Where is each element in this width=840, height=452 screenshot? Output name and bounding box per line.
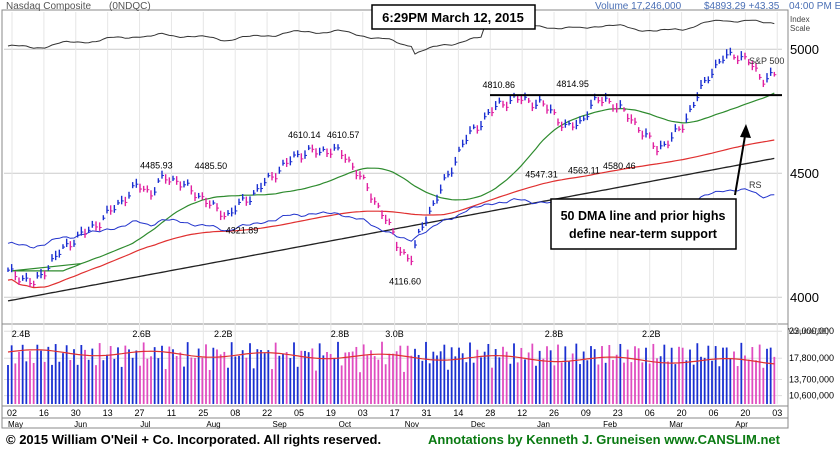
month-label: Feb [603, 420, 617, 429]
index-scale-label: Index [790, 15, 810, 24]
month-strip [1, 417, 789, 429]
price-annotation: 4563.11 [568, 166, 600, 176]
x-tick-label: 11 [167, 408, 176, 418]
x-tick-label: 25 [198, 408, 208, 418]
price-annotation: 4321.89 [226, 225, 259, 235]
month-label: Jul [140, 420, 150, 429]
price-annotation: 4580.46 [603, 161, 636, 171]
ma-red-line [7, 139, 775, 289]
month-label: Apr [735, 420, 748, 429]
x-tick-label: 03 [358, 408, 368, 418]
volume-annotation: 2.8B [545, 329, 564, 339]
volume-annotation: 2.8B [331, 329, 350, 339]
price-annotation: 4810.86 [482, 80, 515, 90]
sp500-label: S&P 500 [749, 56, 784, 66]
annotation-line-2: define near-term support [569, 227, 718, 241]
x-tick-label: 17 [390, 408, 400, 418]
sp500-line [7, 19, 775, 55]
header-time: 04:00 PM ET [789, 1, 840, 12]
y-axis-labels: 4000 4500 5000 [790, 42, 819, 305]
x-tick-label: 06 [645, 408, 655, 418]
price-annotation: 4485.50 [195, 161, 228, 171]
annotation-box [550, 198, 737, 250]
x-tick-label: 06 [708, 408, 718, 418]
month-label: May [8, 420, 23, 429]
index-scale-label-2: Scale [790, 24, 811, 33]
x-tick-label: 13 [103, 408, 113, 418]
volume-tick-label: 10,600,000 [789, 391, 834, 401]
volume-annotations: 2.4B 2.6B 2.2B 2.8B 3.0B 2.8B 2.2B [12, 329, 661, 339]
month-label: Jan [537, 420, 550, 429]
timestamp-box [371, 4, 536, 30]
volume-annotation: 2.2B [642, 329, 661, 339]
volume-tick-label: 23,000,000 [789, 326, 834, 336]
timestamp-text: 6:29PM March 12, 2015 [382, 10, 524, 25]
price-bars [7, 47, 777, 288]
x-tick-label: 09 [581, 408, 591, 418]
volume-axis-title: Volume(00) [788, 327, 829, 336]
x-tick-label: 14 [453, 408, 463, 418]
x-tick-label: 30 [71, 408, 81, 418]
footer: © 2015 William O'Neil + Co. Incorporated… [0, 430, 840, 452]
header-price: $4893.29 +43.35 [704, 1, 780, 12]
x-tick-label: 20 [677, 408, 687, 418]
x-tick-label: 31 [422, 408, 432, 418]
x-tick-label: 27 [135, 408, 145, 418]
volume-annotation: 2.2B [214, 329, 233, 339]
annotation-arrow [734, 129, 747, 196]
x-axis-labels: 02 16 30 13 27 11 25 08 22 05 19 03 17 31 14 28 12 26 09 23… [7, 408, 782, 418]
month-label: Sep [273, 420, 288, 429]
month-label: Nov [405, 420, 419, 429]
volume-annotation: 2.6B [132, 329, 151, 339]
x-tick-label: 26 [549, 408, 559, 418]
copyright-text: © 2015 William O'Neil + Co. Incorporated… [6, 432, 382, 447]
volume-annotation: 3.0B [385, 329, 404, 339]
annotation-line-1: 50 DMA line and prior highs [561, 209, 726, 223]
month-label: Dec [471, 420, 485, 429]
x-tick-label: 05 [294, 408, 304, 418]
x-tick-label: 16 [39, 408, 49, 418]
price-annotation: 4610.57 [327, 130, 360, 140]
month-label: Aug [206, 420, 220, 429]
x-tick-label: 03 [772, 408, 782, 418]
x-tick-label: 22 [262, 408, 272, 418]
month-label: Oct [339, 420, 352, 429]
volume-annotation: 2.4B [12, 329, 31, 339]
y-tick-label: 4000 [790, 290, 819, 305]
price-annotation: 4547.31 [525, 169, 558, 179]
header-title: Nasdaq Composite [6, 1, 91, 12]
month-label: Jun [74, 420, 87, 429]
x-tick-label: 02 [7, 408, 17, 418]
x-tick-label: 12 [517, 408, 527, 418]
long-moving-average-line [7, 157, 775, 302]
y-tick-label: 4500 [790, 166, 819, 181]
y-tick-label: 5000 [790, 42, 819, 57]
x-tick-label: 28 [485, 408, 495, 418]
price-annotation: 4116.60 [389, 276, 421, 286]
volume-tick-label: 17,800,000 [789, 353, 834, 363]
ma-50-line [11, 92, 775, 272]
x-tick-label: 20 [740, 408, 750, 418]
volume-average-line [7, 349, 775, 365]
price-annotation: 4485.93 [140, 161, 173, 171]
header-volume: Volume 17,246,000 [595, 1, 682, 12]
price-annotations: 4485.93 4485.50 4321.89 4610.14 4610.57 4116.… [140, 79, 635, 286]
price-annotation: 4610.14 [288, 130, 321, 140]
x-tick-label: 08 [230, 408, 240, 418]
volume-bars [7, 341, 776, 404]
month-labels: May Jun Jul Aug Sep Oct Nov Dec Jan Feb Mar Apr [8, 420, 748, 429]
x-tick-label: 23 [613, 408, 623, 418]
price-annotation: 4814.95 [556, 79, 589, 89]
credit-link[interactable]: Annotations by Kenneth J. Gruneisen www.… [428, 432, 780, 447]
header-symbol: (0NDQC) [109, 1, 151, 12]
volume-axis-labels: 10,600,000 13,700,000 17,800,000 23,000,000 [789, 326, 834, 400]
x-tick-label: 19 [326, 408, 336, 418]
arrow-head-icon [740, 124, 751, 138]
month-label: Mar [669, 420, 683, 429]
volume-tick-label: 13,700,000 [789, 375, 834, 385]
rs-label: RS [749, 180, 762, 190]
